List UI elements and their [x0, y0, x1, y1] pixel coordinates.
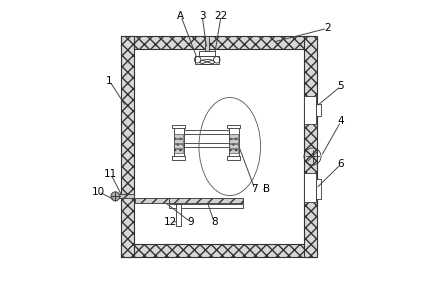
Text: 4: 4	[338, 116, 344, 127]
Text: 5: 5	[338, 81, 344, 91]
Text: 6: 6	[338, 159, 344, 169]
Bar	[176, 204, 181, 226]
Bar	[174, 127, 184, 157]
Circle shape	[111, 192, 120, 201]
Text: 3: 3	[199, 11, 206, 21]
Text: 8: 8	[211, 217, 218, 227]
Text: 10: 10	[92, 187, 105, 197]
Bar	[229, 144, 238, 148]
Bar	[174, 134, 183, 138]
Text: 7: 7	[252, 184, 258, 194]
Bar	[174, 139, 183, 143]
Bar	[229, 127, 239, 157]
Bar	[169, 204, 243, 209]
Bar	[199, 51, 215, 56]
Bar	[121, 36, 134, 257]
Text: 11: 11	[104, 169, 117, 179]
Bar	[121, 244, 317, 257]
Bar	[184, 130, 229, 134]
Bar	[229, 139, 238, 143]
Bar	[304, 173, 316, 202]
Bar	[304, 36, 317, 257]
Text: A: A	[177, 11, 184, 21]
Bar	[121, 36, 317, 49]
Bar	[195, 55, 219, 64]
Bar	[316, 104, 321, 115]
Bar	[227, 125, 240, 128]
Bar	[135, 198, 169, 203]
Bar	[229, 134, 238, 138]
Text: 2: 2	[324, 23, 330, 33]
Bar	[134, 49, 304, 244]
Text: B: B	[263, 184, 270, 194]
Bar	[304, 96, 316, 125]
Bar	[112, 194, 134, 198]
Bar	[229, 149, 238, 153]
Bar	[184, 143, 229, 147]
Bar	[174, 149, 183, 153]
Bar	[172, 125, 185, 128]
Bar	[172, 156, 185, 160]
Bar	[169, 198, 243, 203]
Bar	[174, 144, 183, 148]
Bar	[227, 156, 240, 160]
Text: 1: 1	[106, 76, 113, 86]
Bar	[205, 36, 209, 52]
Text: 9: 9	[187, 217, 194, 227]
Bar	[316, 179, 321, 199]
Text: 22: 22	[214, 11, 228, 21]
Text: 12: 12	[164, 217, 178, 227]
